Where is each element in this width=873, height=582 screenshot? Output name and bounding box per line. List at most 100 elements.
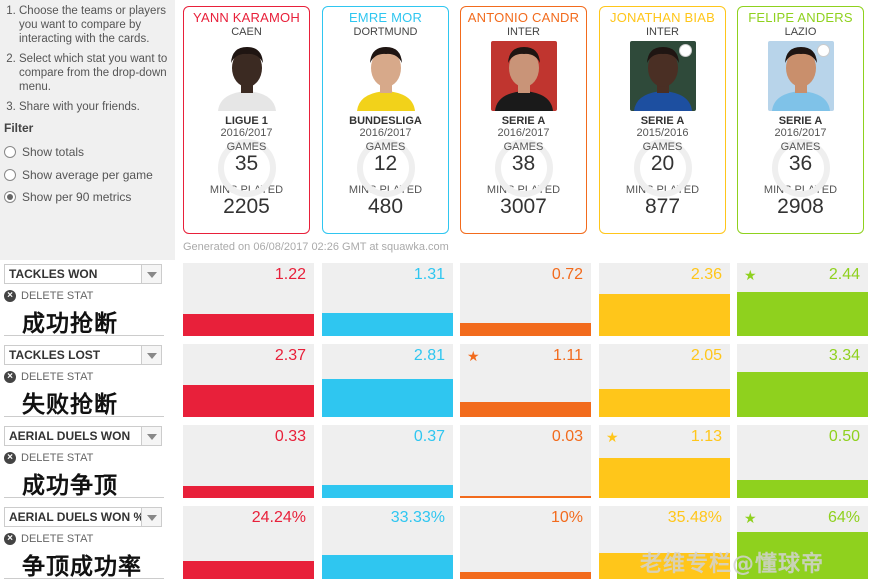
stat-dropdown-value: AERIAL DUELS WON % bbox=[9, 510, 145, 524]
mins-value: 2205 bbox=[223, 195, 270, 218]
filter-option-average[interactable]: Show average per game bbox=[4, 168, 153, 182]
row-divider bbox=[4, 578, 164, 579]
stat-cell: 2.37 bbox=[183, 344, 314, 417]
games-label: GAMES bbox=[642, 141, 683, 153]
player-card[interactable]: ANTONIO CANDR INTER SERIE A 2016/2017 GAMES 3… bbox=[460, 6, 587, 234]
player-photo bbox=[352, 41, 419, 111]
close-icon[interactable]: × bbox=[4, 371, 16, 383]
stat-value: 10% bbox=[550, 509, 583, 526]
stat-dropdown-value: AERIAL DUELS WON bbox=[9, 429, 131, 443]
delete-stat-button[interactable]: × DELETE STAT bbox=[4, 533, 93, 545]
stat-bar bbox=[737, 532, 868, 579]
filter-option-per90[interactable]: Show per 90 metrics bbox=[4, 190, 131, 204]
player-photo bbox=[213, 41, 280, 111]
filter-option-label: Show per 90 metrics bbox=[22, 190, 132, 204]
stat-caption: 争顶成功率 bbox=[22, 554, 142, 580]
stat-dropdown[interactable]: AERIAL DUELS WON % bbox=[4, 507, 162, 527]
games-block: GAMES 38 bbox=[461, 139, 586, 197]
delete-stat-button[interactable]: × DELETE STAT bbox=[4, 452, 93, 464]
close-icon[interactable]: × bbox=[4, 533, 16, 545]
games-block: GAMES 36 bbox=[738, 139, 863, 197]
stat-bar bbox=[322, 313, 453, 336]
stat-value: 0.33 bbox=[274, 428, 306, 445]
stat-bar bbox=[460, 572, 591, 579]
stat-dropdown[interactable]: AERIAL DUELS WON bbox=[4, 426, 162, 446]
player-name[interactable]: ANTONIO CANDR bbox=[467, 10, 580, 25]
chevron-down-icon[interactable] bbox=[141, 427, 161, 445]
stat-caption: 成功抢断 bbox=[22, 311, 118, 337]
stat-value: 2.81 bbox=[413, 347, 445, 364]
delete-stat-label: DELETE STAT bbox=[21, 290, 94, 302]
league-name: SERIE A bbox=[778, 115, 823, 127]
stat-dropdown[interactable]: TACKLES WON bbox=[4, 264, 162, 284]
close-icon[interactable]: × bbox=[4, 290, 16, 302]
radio-icon[interactable] bbox=[4, 169, 16, 181]
filter-option-label: Show totals bbox=[22, 145, 85, 159]
stat-value: 3.34 bbox=[828, 347, 860, 364]
chevron-down-icon[interactable] bbox=[141, 508, 161, 526]
stat-cell: 33.33% bbox=[322, 506, 453, 579]
stat-cell: ★ 1.11 bbox=[460, 344, 591, 417]
stat-bar bbox=[183, 385, 314, 417]
chevron-down-icon[interactable] bbox=[141, 265, 161, 283]
games-ring-icon bbox=[217, 139, 276, 197]
stat-bar bbox=[183, 561, 314, 579]
stat-value: 64% bbox=[827, 509, 860, 526]
stat-cell: 2.81 bbox=[322, 344, 453, 417]
stat-value: 1.13 bbox=[690, 428, 722, 445]
stat-dropdown[interactable]: TACKLES LOST bbox=[4, 345, 162, 365]
team-name: LAZIO bbox=[784, 26, 817, 38]
filter-option-label: Show average per game bbox=[22, 168, 153, 182]
stat-value: 1.11 bbox=[553, 347, 583, 364]
mins-value: 480 bbox=[367, 195, 404, 218]
row-divider bbox=[4, 335, 164, 336]
stat-cell: ★ 2.44 bbox=[737, 263, 868, 336]
games-label: GAMES bbox=[503, 141, 544, 153]
player-card[interactable]: JONATHAN BIAB INTER SERIE A 2015/2016 GAMES 2… bbox=[599, 6, 726, 234]
sidebar: Choose the teams or players you want to … bbox=[0, 0, 175, 260]
season: 2015/2016 bbox=[636, 127, 689, 139]
stat-bar bbox=[460, 496, 591, 498]
player-name[interactable]: YANN KARAMOH bbox=[193, 10, 300, 25]
delete-stat-button[interactable]: × DELETE STAT bbox=[4, 290, 93, 302]
player-card[interactable]: FELIPE ANDERS LAZIO SERIE A 2016/2017 GAMES 3… bbox=[737, 6, 864, 234]
stat-value: 0.03 bbox=[551, 428, 583, 445]
club-badge-icon bbox=[816, 44, 830, 57]
radio-icon[interactable] bbox=[4, 146, 16, 158]
stat-value: 35.48% bbox=[667, 509, 722, 526]
close-icon[interactable]: × bbox=[4, 452, 16, 464]
stat-bar bbox=[599, 458, 730, 498]
delete-stat-label: DELETE STAT bbox=[21, 533, 94, 545]
stat-value: 2.37 bbox=[274, 347, 306, 364]
delete-stat-label: DELETE STAT bbox=[21, 371, 94, 383]
games-label: GAMES bbox=[365, 141, 406, 153]
player-name[interactable]: FELIPE ANDERS bbox=[748, 10, 853, 25]
stat-cell: 24.24% bbox=[183, 506, 314, 579]
player-name[interactable]: EMRE MOR bbox=[348, 10, 423, 25]
radio-selected-icon[interactable] bbox=[4, 191, 16, 203]
stat-dropdown-value: TACKLES LOST bbox=[9, 348, 101, 362]
stat-cell: 0.03 bbox=[460, 425, 591, 498]
stat-bar bbox=[322, 485, 453, 498]
delete-stat-button[interactable]: × DELETE STAT bbox=[4, 371, 93, 383]
games-value: 12 bbox=[373, 152, 398, 175]
season: 2016/2017 bbox=[220, 127, 273, 139]
mins-value: 2908 bbox=[777, 195, 824, 218]
stat-cell: 0.50 bbox=[737, 425, 868, 498]
stat-caption: 失败抢断 bbox=[22, 392, 118, 418]
club-badge-icon bbox=[678, 44, 692, 57]
player-name[interactable]: JONATHAN BIAB bbox=[610, 10, 715, 25]
games-label: GAMES bbox=[780, 141, 821, 153]
season: 2016/2017 bbox=[497, 127, 550, 139]
filter-option-totals[interactable]: Show totals bbox=[4, 145, 84, 159]
stat-bar bbox=[599, 294, 730, 336]
stat-value: 1.31 bbox=[413, 266, 445, 283]
stat-bar bbox=[737, 372, 868, 417]
stat-bar bbox=[183, 314, 314, 336]
player-photo bbox=[490, 41, 557, 111]
chevron-down-icon[interactable] bbox=[141, 346, 161, 364]
player-card[interactable]: YANN KARAMOH CAEN LIGUE 1 2016/2017 GAMES 35 M… bbox=[183, 6, 310, 234]
player-card[interactable]: EMRE MOR DORTMUND BUNDESLIGA 2016/2017 GAMES… bbox=[322, 6, 449, 234]
watermark: 老维专栏@懂球帝 bbox=[640, 552, 825, 577]
stat-bar bbox=[737, 292, 868, 336]
